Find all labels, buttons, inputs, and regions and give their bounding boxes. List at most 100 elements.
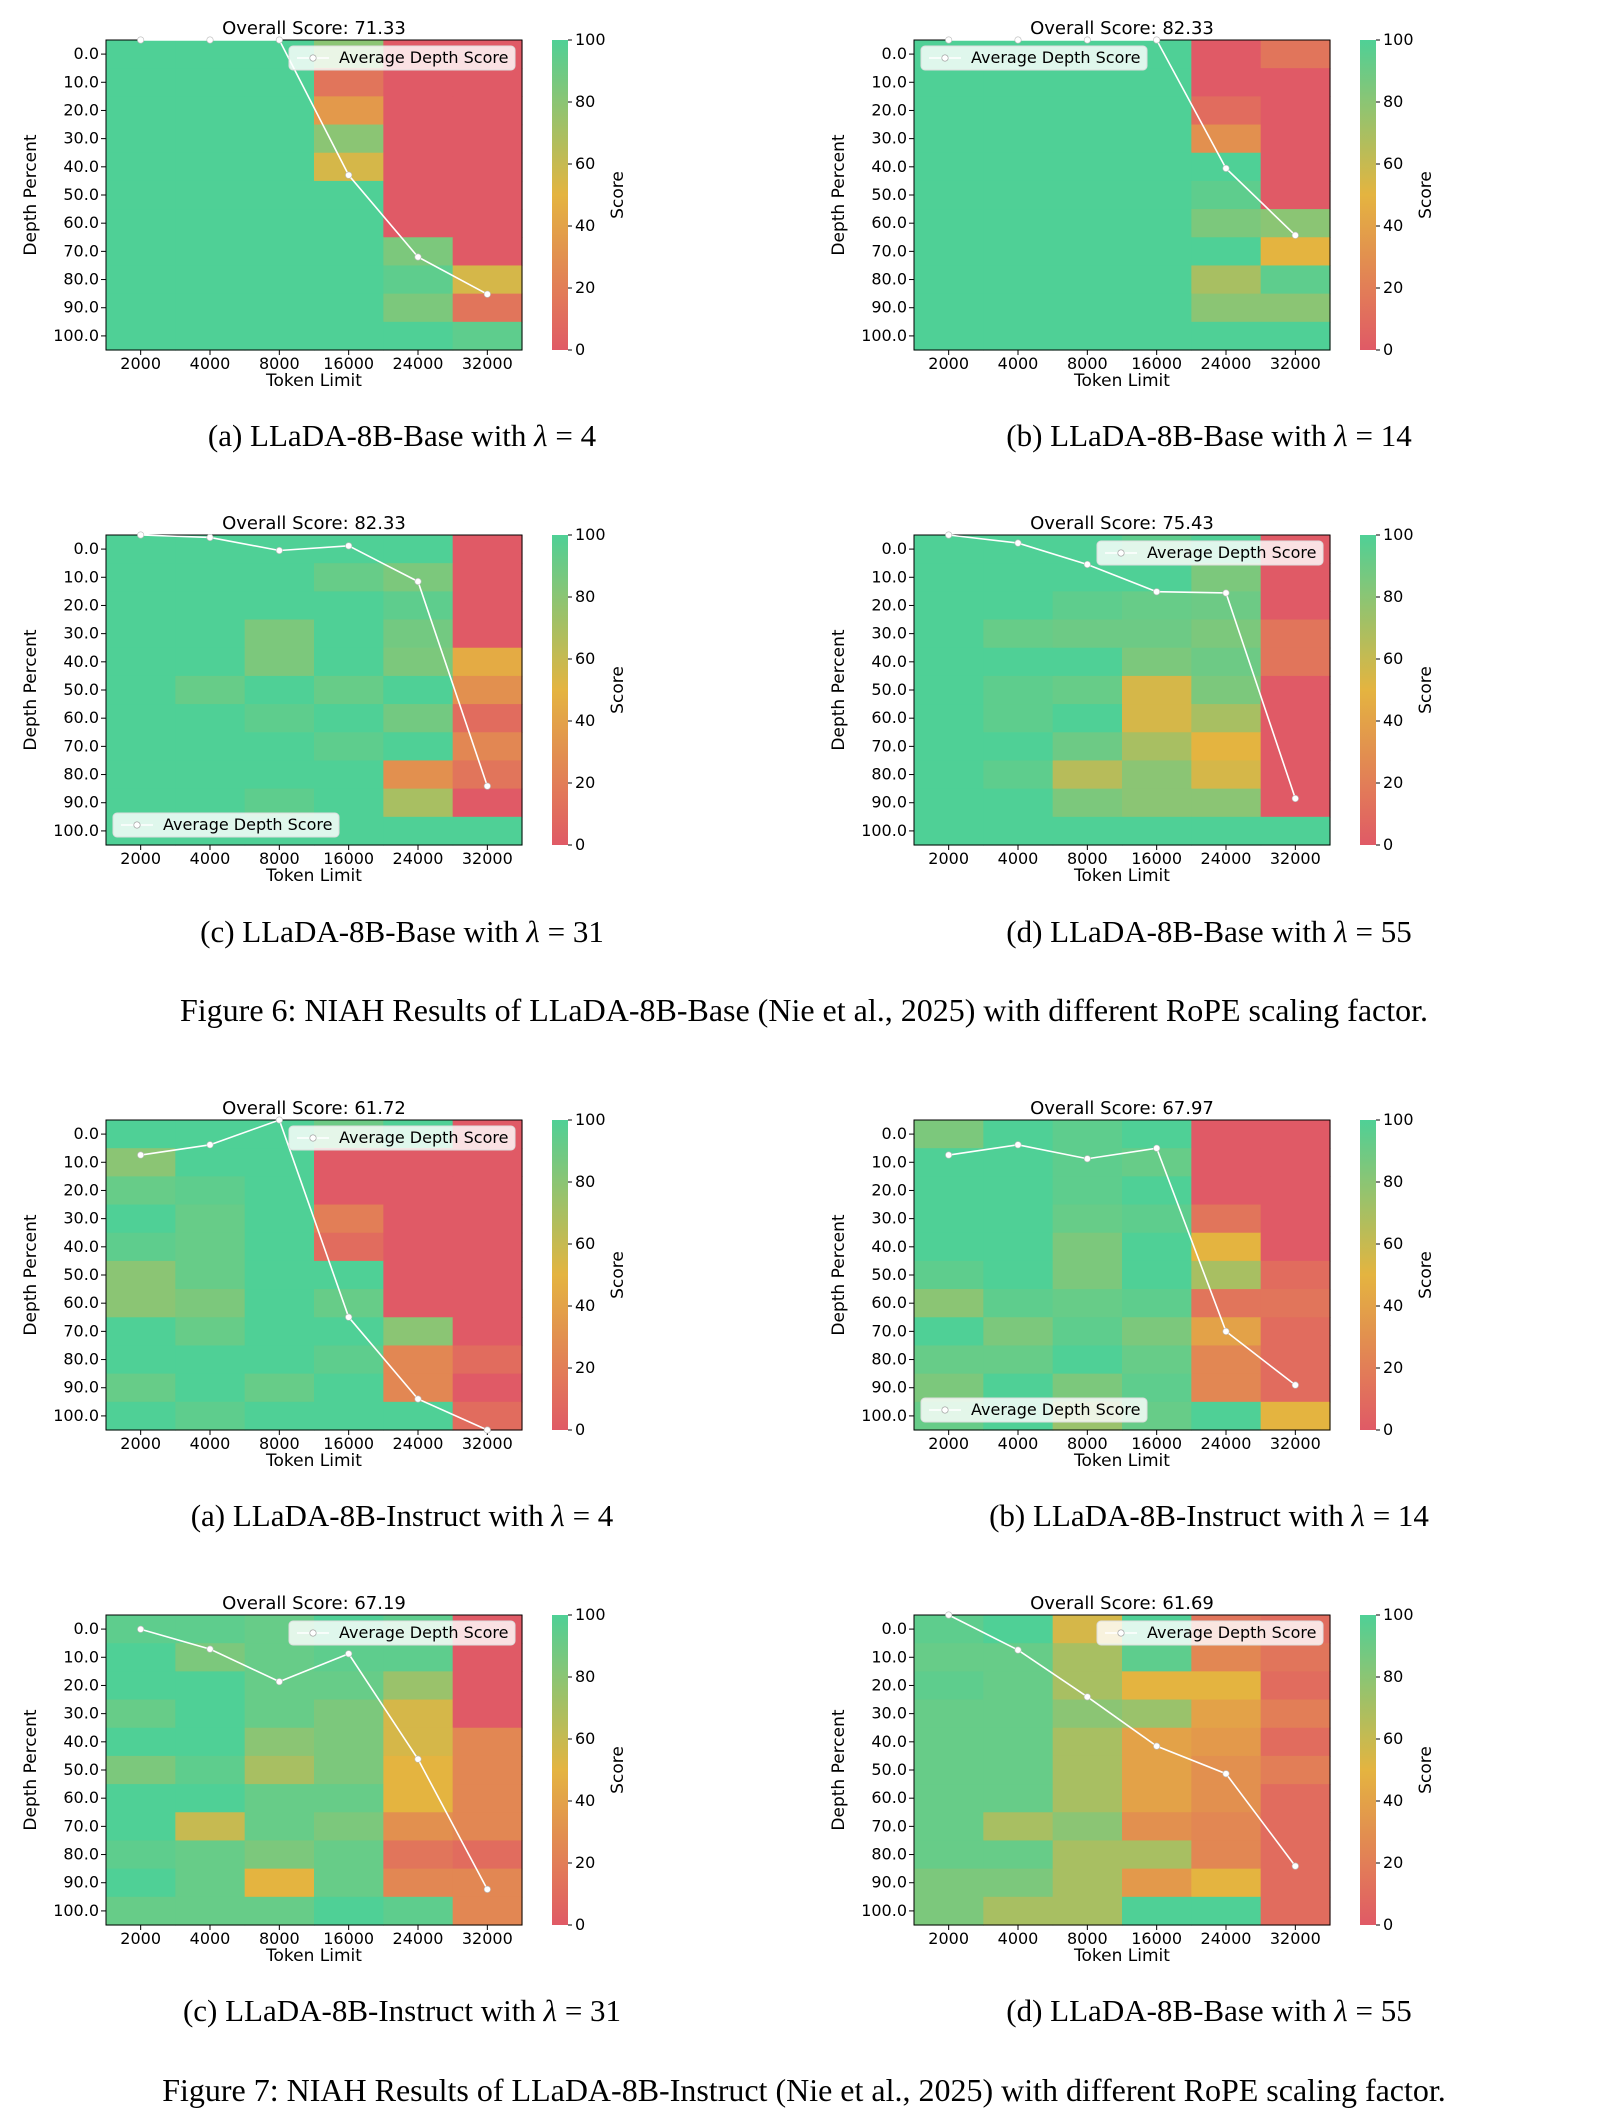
heatmap-cell: [383, 675, 454, 705]
heatmap-cell: [983, 563, 1054, 592]
heatmap-cell: [1260, 563, 1331, 592]
colorbar-tick-label: 40: [575, 216, 595, 235]
heatmap-cell: [244, 1232, 315, 1262]
heatmap-cell: [314, 1148, 384, 1177]
heatmap-cell: [983, 591, 1054, 621]
y-tick-label: 50.0: [63, 680, 99, 699]
heatmap-cell: [175, 591, 246, 621]
heatmap-cell: [1191, 619, 1262, 649]
heatmap-cell: [244, 704, 315, 733]
heatmap-cell: [175, 1260, 246, 1290]
y-tick-label: 60.0: [871, 1293, 907, 1312]
heatmap-cell: [106, 647, 176, 677]
colorbar-tick-label: 60: [575, 1234, 595, 1253]
heatmap-cell: [175, 619, 246, 649]
colorbar-tick-label: 80: [1383, 587, 1403, 606]
heatmap-cell: [314, 68, 384, 97]
heatmap-cell: [1260, 1204, 1331, 1234]
heatmap-cell: [383, 647, 454, 677]
x-axis-label: Token Limit: [265, 371, 362, 391]
average-depth-point: [275, 546, 283, 554]
heatmap-cell: [1260, 619, 1331, 649]
colorbar: [1360, 1615, 1376, 1925]
legend-label: Average Depth Score: [1147, 543, 1316, 562]
heatmap-cell: [244, 68, 315, 97]
x-tick-label: 16000: [323, 1929, 374, 1948]
colorbar-tick-label: 40: [575, 711, 595, 730]
y-tick-label: 80.0: [63, 270, 99, 289]
heatmap-cell: [914, 760, 984, 790]
heatmap-cell: [314, 1727, 384, 1757]
heatmap-cell: [1260, 68, 1331, 97]
heatmap-cell: [106, 535, 176, 564]
heatmap-cell: [914, 180, 984, 210]
heatmap-cell: [452, 1148, 523, 1177]
heatmap-cell: [383, 152, 454, 182]
heatmap-cell: [983, 1204, 1054, 1234]
heatmap-cell: [452, 816, 523, 846]
average-depth-point: [137, 531, 145, 539]
x-tick-label: 32000: [462, 849, 513, 868]
heatmap-cell: [383, 1699, 454, 1729]
heatmap-cell: [1191, 732, 1262, 762]
heatmap-cell: [314, 1204, 384, 1234]
heatmap-cell: [452, 647, 523, 677]
heatmap-cell: [244, 1699, 315, 1729]
heatmap-cell: [914, 535, 984, 564]
y-tick-label: 70.0: [871, 241, 907, 260]
heatmap-cell: [914, 563, 984, 592]
heatmap-cell: [452, 1755, 523, 1785]
heatmap-cell: [1122, 1755, 1192, 1785]
heatmap-cell: [106, 1401, 176, 1431]
caption-7a: (a) LLaDA-8B-Instruct with λ = 4: [190, 1498, 614, 1533]
heatmap-cell: [175, 1840, 246, 1870]
y-tick-label: 50.0: [871, 185, 907, 204]
average-depth-line: [140, 1628, 489, 1890]
heatmap-cell: [106, 1204, 176, 1234]
heatmap-cell: [1260, 152, 1331, 182]
heatmap-cell: [383, 321, 454, 351]
colorbar-label: Score: [1416, 1251, 1436, 1299]
heatmap-cell: [314, 1755, 384, 1785]
heatmap-cell: [314, 732, 384, 762]
heatmap-cell: [244, 1204, 315, 1234]
y-axis-label: Depth Percent: [21, 629, 41, 750]
legend-marker: [1117, 549, 1125, 557]
heatmap-cell: [452, 1868, 523, 1898]
heatmap-cell: [1052, 1204, 1123, 1234]
heatmap-cell: [1052, 1120, 1123, 1149]
heatmap-cell: [383, 1643, 454, 1672]
heatmap-cell: [175, 152, 246, 182]
heatmap-cell: [314, 1868, 384, 1898]
y-axis-label: Depth Percent: [829, 134, 849, 255]
heatmap-cell: [452, 180, 523, 210]
heatmap-cell: [383, 96, 454, 126]
colorbar-label: Score: [1416, 171, 1436, 219]
heatmap-cell: [244, 1260, 315, 1290]
heatmap-cell: [244, 1373, 315, 1403]
heatmap-cell: [1191, 265, 1262, 295]
heatmap-cell: [1122, 760, 1192, 790]
heatmap-cell: [1260, 1401, 1331, 1431]
heatmap-cell: [1052, 816, 1123, 846]
heatmap-cell: [106, 1840, 176, 1870]
heatmap-cell: [383, 1232, 454, 1262]
heatmap-cell: [1122, 96, 1192, 126]
heatmap-cell: [1191, 816, 1262, 846]
heatmap-cell: [1260, 321, 1331, 351]
heatmap-cell: [914, 321, 984, 351]
y-tick-label: 0.0: [882, 44, 907, 63]
heatmap-panel-1: Overall Score: 71.33 0.0 10.0 20.0 30.0 40.0 5…: [21, 18, 628, 391]
heatmap-cell: [175, 68, 246, 97]
heatmap-cell: [1260, 1812, 1331, 1842]
heatmap-cell: [1122, 563, 1192, 592]
heatmap-cell: [175, 265, 246, 295]
heatmap-cell: [383, 1289, 454, 1318]
heatmap-cell: [1191, 1232, 1262, 1262]
heatmap-cell: [314, 647, 384, 677]
heatmap-cell: [914, 647, 984, 677]
average-depth-point: [206, 1141, 214, 1149]
heatmap-cell: [1052, 647, 1123, 677]
heatmap-cell: [914, 265, 984, 295]
heatmap-cell: [314, 1176, 384, 1206]
